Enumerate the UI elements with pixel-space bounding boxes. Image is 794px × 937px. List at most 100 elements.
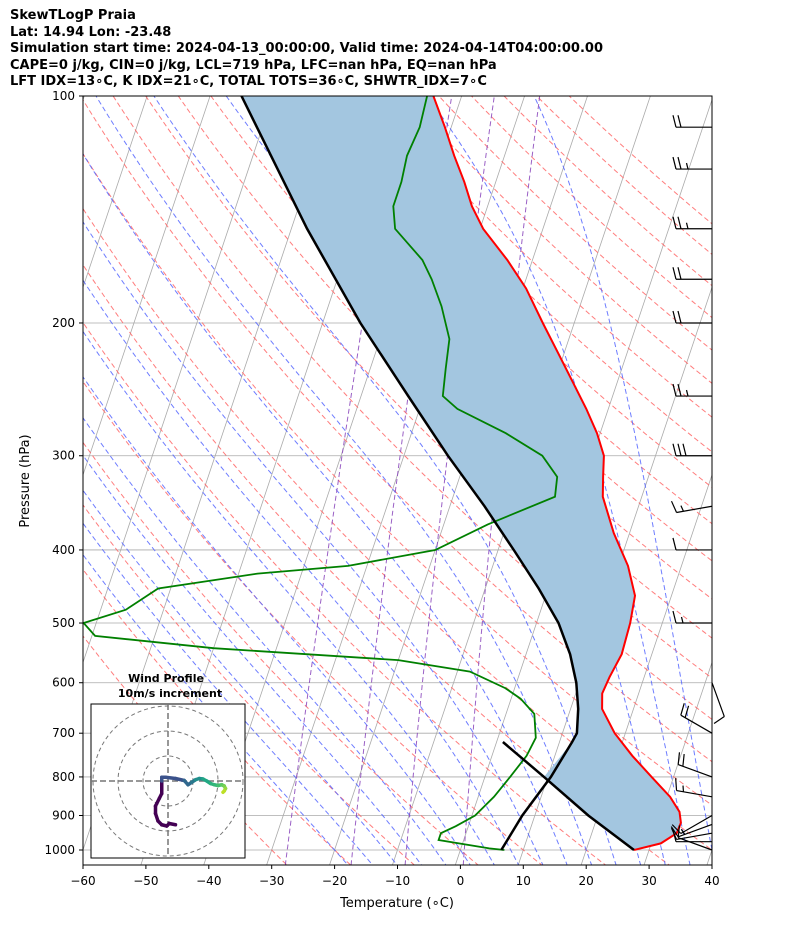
wind-barb-feather xyxy=(677,156,682,170)
moist-adiabat-line xyxy=(83,376,471,865)
isotherm-line xyxy=(83,96,85,102)
x-axis-label: Temperature (∘C) xyxy=(339,896,454,911)
y-tick-label: 500 xyxy=(52,616,75,630)
wind-barb-half-feather xyxy=(685,162,689,170)
x-tick-label: −10 xyxy=(385,874,410,888)
isotherm-line xyxy=(517,286,712,865)
y-tick-label: 300 xyxy=(52,449,75,463)
wind-barb xyxy=(672,156,712,170)
wind-barb-feather xyxy=(677,752,681,765)
wind-barb xyxy=(672,216,712,230)
wind-barb-feather xyxy=(682,753,685,767)
wind-barb xyxy=(672,310,712,324)
wind-barb-feather xyxy=(672,115,677,128)
moist-adiabat-line xyxy=(83,489,398,865)
parcel-profile xyxy=(240,96,580,851)
wind-barb xyxy=(711,682,725,724)
inset-title: Wind Profile xyxy=(128,672,204,685)
moist-adiabat-line xyxy=(533,96,712,853)
moist-adiabat-line xyxy=(95,96,593,865)
dry-adiabat-line xyxy=(83,635,288,865)
wind-barb-staff xyxy=(680,714,713,734)
wind-barb-feather xyxy=(672,383,677,397)
isotherm-line xyxy=(764,79,794,881)
wind-barb-half-feather xyxy=(680,505,684,512)
wind-barb xyxy=(680,703,713,734)
wind-barb-half-feather xyxy=(685,222,689,229)
temperature-profile xyxy=(432,96,682,851)
dry-adiabat-line xyxy=(83,207,712,851)
isotherm-line xyxy=(83,96,148,289)
dry-adiabat-line xyxy=(112,96,712,721)
y-tick-label: 1000 xyxy=(44,843,75,857)
isotherm-line xyxy=(643,661,712,865)
wind-barb xyxy=(672,115,712,128)
mixing-ratio-line xyxy=(350,96,453,865)
x-tick-label: 30 xyxy=(641,874,656,888)
y-tick-label: 200 xyxy=(52,316,75,330)
wind-barb-feather xyxy=(672,610,677,624)
wind-barb-feather xyxy=(713,716,725,724)
wind-barb-staff xyxy=(711,682,725,717)
wind-barb-feather xyxy=(671,824,682,834)
wind-barb xyxy=(672,537,712,551)
x-tick-label: 20 xyxy=(579,874,594,888)
wind-barb xyxy=(672,443,712,457)
dry-adiabat-line xyxy=(83,99,712,763)
x-tick-label: −30 xyxy=(259,874,284,888)
y-tick-label: 100 xyxy=(52,89,75,103)
isotherm-line xyxy=(329,96,588,865)
dry-adiabat-line xyxy=(373,96,712,418)
dry-adiabat-line xyxy=(83,504,416,865)
moist-adiabat-line xyxy=(83,330,495,865)
wind-barb-feather xyxy=(682,443,687,456)
wind-barb-staff xyxy=(677,837,713,851)
y-axis-label: Pressure (hPa) xyxy=(18,434,33,527)
wind-barb xyxy=(671,814,713,835)
wind-barb-feather xyxy=(677,443,682,456)
wind-barb-half-feather xyxy=(685,389,689,397)
wind-barb-feather xyxy=(672,310,677,324)
wind-barb xyxy=(677,752,713,778)
wind-barb-feather xyxy=(672,537,677,551)
wind-profile-inset: Wind Profile 10m/s increment xyxy=(90,672,246,859)
header-indices: LFT IDX=13∘C, K IDX=21∘C, TOTAL TOTS=36∘… xyxy=(10,74,487,89)
moist-adiabat-line xyxy=(83,454,423,865)
isotherm-line xyxy=(83,96,211,477)
wind-barb-feather xyxy=(677,115,682,128)
wind-barb xyxy=(672,267,712,280)
wind-barb xyxy=(670,827,713,841)
x-tick-label: −60 xyxy=(70,874,95,888)
dry-adiabat-line xyxy=(307,96,712,489)
isotherm-line xyxy=(266,96,525,865)
wind-barb-feather xyxy=(670,827,678,840)
header-times: Simulation start time: 2024-04-13_00:00:… xyxy=(10,41,603,56)
x-tick-label: 10 xyxy=(516,874,531,888)
wind-barb-feather xyxy=(677,216,682,229)
dry-adiabat-line xyxy=(83,152,712,806)
wind-barb-staff xyxy=(677,764,713,778)
isotherm-line xyxy=(83,96,274,664)
wind-barb-staff xyxy=(677,823,713,838)
wind-barb-staff xyxy=(680,814,713,835)
dewpoint-profile xyxy=(83,96,559,851)
moist-adiabat-line xyxy=(83,153,568,865)
header-location: Lat: 14.94 Lon: -23.48 xyxy=(10,24,172,40)
moist-adiabat-line xyxy=(83,522,374,865)
inset-subtitle: 10m/s increment xyxy=(118,687,222,700)
x-tick-label: −20 xyxy=(322,874,347,888)
header-stability: CAPE=0 j/kg, CIN=0 j/kg, LCL=719 hPa, LF… xyxy=(10,57,497,73)
wind-barb xyxy=(672,610,712,624)
wind-barb-feather xyxy=(672,156,677,170)
wind-barb-half-feather xyxy=(680,616,684,624)
wind-barb-feather xyxy=(672,443,677,456)
wind-barb xyxy=(675,778,713,798)
dry-adiabat-line xyxy=(83,441,479,865)
dry-adiabat-line xyxy=(145,96,712,679)
moist-adiabat-line xyxy=(83,416,447,865)
moist-adiabat-line xyxy=(83,553,349,865)
wind-barb-feather xyxy=(677,310,682,324)
wind-barb-staff xyxy=(676,832,713,841)
wind-barb-feather xyxy=(672,267,677,280)
